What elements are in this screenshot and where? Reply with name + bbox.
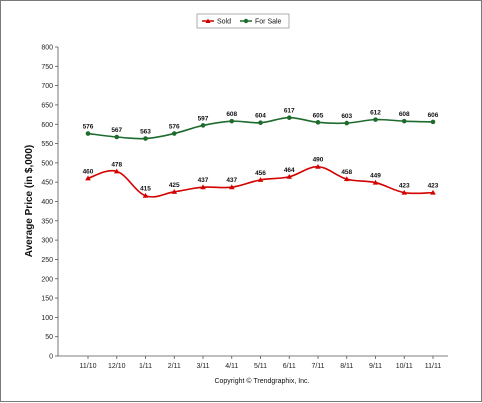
x-tick-label: 11/11: [425, 363, 442, 370]
y-tick-label: 350: [41, 218, 53, 225]
data-point-sold: [343, 176, 350, 182]
data-point-for-sale: [430, 119, 436, 125]
y-tick-label: 750: [41, 64, 53, 71]
data-point-for-sale: [344, 120, 350, 126]
series-layer: 460 478 415 425 437 437 456 464 490 458 449 423 423 5…: [83, 108, 439, 198]
data-label-sold: 478: [111, 161, 122, 168]
x-tick-label: 4/11: [225, 363, 238, 370]
legend-for-sale-label: For Sale: [255, 19, 282, 26]
data-label-sold: 449: [370, 173, 381, 180]
y-tick-label: 0: [49, 354, 53, 361]
data-point-for-sale: [85, 131, 91, 136]
y-tick-label: 150: [41, 296, 53, 303]
legend-sold-marker: [205, 18, 211, 23]
data-point-sold: [113, 168, 120, 174]
copyright-text: Copyright © Trendgraphix, Inc.: [214, 377, 309, 385]
legend-sold-label: Sold: [217, 19, 231, 26]
data-point-for-sale: [315, 120, 321, 125]
data-label-for-sale: 576: [83, 124, 94, 131]
x-tick-label: 1/11: [139, 363, 152, 370]
data-label-sold: 437: [226, 177, 237, 184]
data-point-sold: [200, 184, 206, 190]
data-label-sold: 460: [83, 168, 94, 175]
data-point-sold: [228, 184, 235, 190]
data-point-for-sale: [373, 117, 378, 122]
data-label-sold: 415: [140, 186, 151, 193]
data-label-for-sale: 567: [111, 127, 122, 134]
y-tick-label: 400: [41, 199, 53, 206]
y-tick-label: 650: [41, 102, 53, 109]
y-tick-label: 100: [41, 315, 53, 322]
data-label-sold: 456: [255, 170, 266, 177]
data-label-sold: 423: [399, 183, 410, 190]
data-point-for-sale: [171, 131, 177, 136]
data-label-for-sale: 576: [169, 124, 180, 131]
data-point-sold: [372, 179, 379, 185]
x-tick-label: 3/11: [196, 363, 209, 370]
data-label-for-sale: 603: [341, 113, 352, 120]
data-label-sold: 464: [284, 167, 295, 174]
y-tick-label: 600: [41, 122, 53, 129]
data-label-for-sale: 606: [428, 112, 439, 119]
data-point-for-sale: [229, 118, 235, 124]
data-point-sold: [257, 177, 264, 182]
data-label-for-sale: 617: [284, 108, 295, 115]
data-point-sold: [315, 163, 321, 169]
data-label-for-sale: 608: [399, 111, 410, 118]
data-point-sold: [85, 175, 91, 181]
data-point-sold: [401, 189, 408, 195]
data-label-for-sale: 605: [313, 112, 324, 119]
x-tick-label: 9/11: [369, 363, 382, 370]
legend-for-sale-marker: [243, 18, 249, 24]
data-label-sold: 423: [428, 183, 439, 190]
data-point-for-sale: [401, 118, 407, 124]
y-tick-label: 200: [41, 276, 53, 283]
y-tick-label: 250: [41, 257, 53, 264]
data-label-sold: 458: [341, 169, 352, 176]
data-point-for-sale: [114, 134, 120, 140]
x-tick-label: 11/10: [80, 363, 97, 370]
axes: 0 50 100 150 200 250 300 350 400 450 500 550 600 650 7…: [41, 45, 448, 370]
x-tick-label: 12/10: [108, 363, 126, 370]
data-point-for-sale: [258, 120, 263, 126]
x-tick-label: 10/11: [396, 363, 413, 370]
y-tick-label: 450: [41, 180, 53, 187]
data-label-sold: 425: [169, 182, 180, 189]
data-point-for-sale: [200, 123, 206, 128]
y-tick-label: 50: [45, 334, 53, 341]
x-tick-label: 8/11: [340, 363, 353, 370]
data-label-for-sale: 608: [226, 111, 237, 118]
data-point-sold: [286, 173, 293, 179]
data-label-for-sale: 563: [140, 129, 151, 136]
y-tick-label: 300: [41, 238, 53, 245]
x-tick-label: 5/11: [254, 363, 267, 370]
data-point-for-sale: [286, 115, 292, 120]
legend: Sold For Sale: [196, 13, 290, 29]
data-point-for-sale: [143, 136, 148, 141]
y-tick-label: 500: [41, 160, 53, 167]
y-tick-label: 800: [41, 45, 53, 52]
data-label-sold: 490: [313, 157, 324, 164]
data-label-for-sale: 612: [370, 110, 381, 117]
data-point-sold: [171, 189, 178, 194]
y-tick-label: 700: [41, 83, 53, 90]
x-tick-label: 2/11: [168, 363, 181, 370]
data-label-sold: 437: [198, 177, 209, 184]
data-point-sold: [142, 192, 149, 198]
x-tick-label: 6/11: [283, 363, 296, 370]
x-tick-label: 7/11: [311, 363, 324, 370]
data-point-sold: [430, 189, 436, 195]
data-label-for-sale: 597: [198, 115, 209, 122]
y-tick-label: 550: [41, 141, 53, 148]
data-label-for-sale: 604: [255, 113, 266, 120]
y-axis-title: Average Price (in $,000): [24, 145, 35, 257]
